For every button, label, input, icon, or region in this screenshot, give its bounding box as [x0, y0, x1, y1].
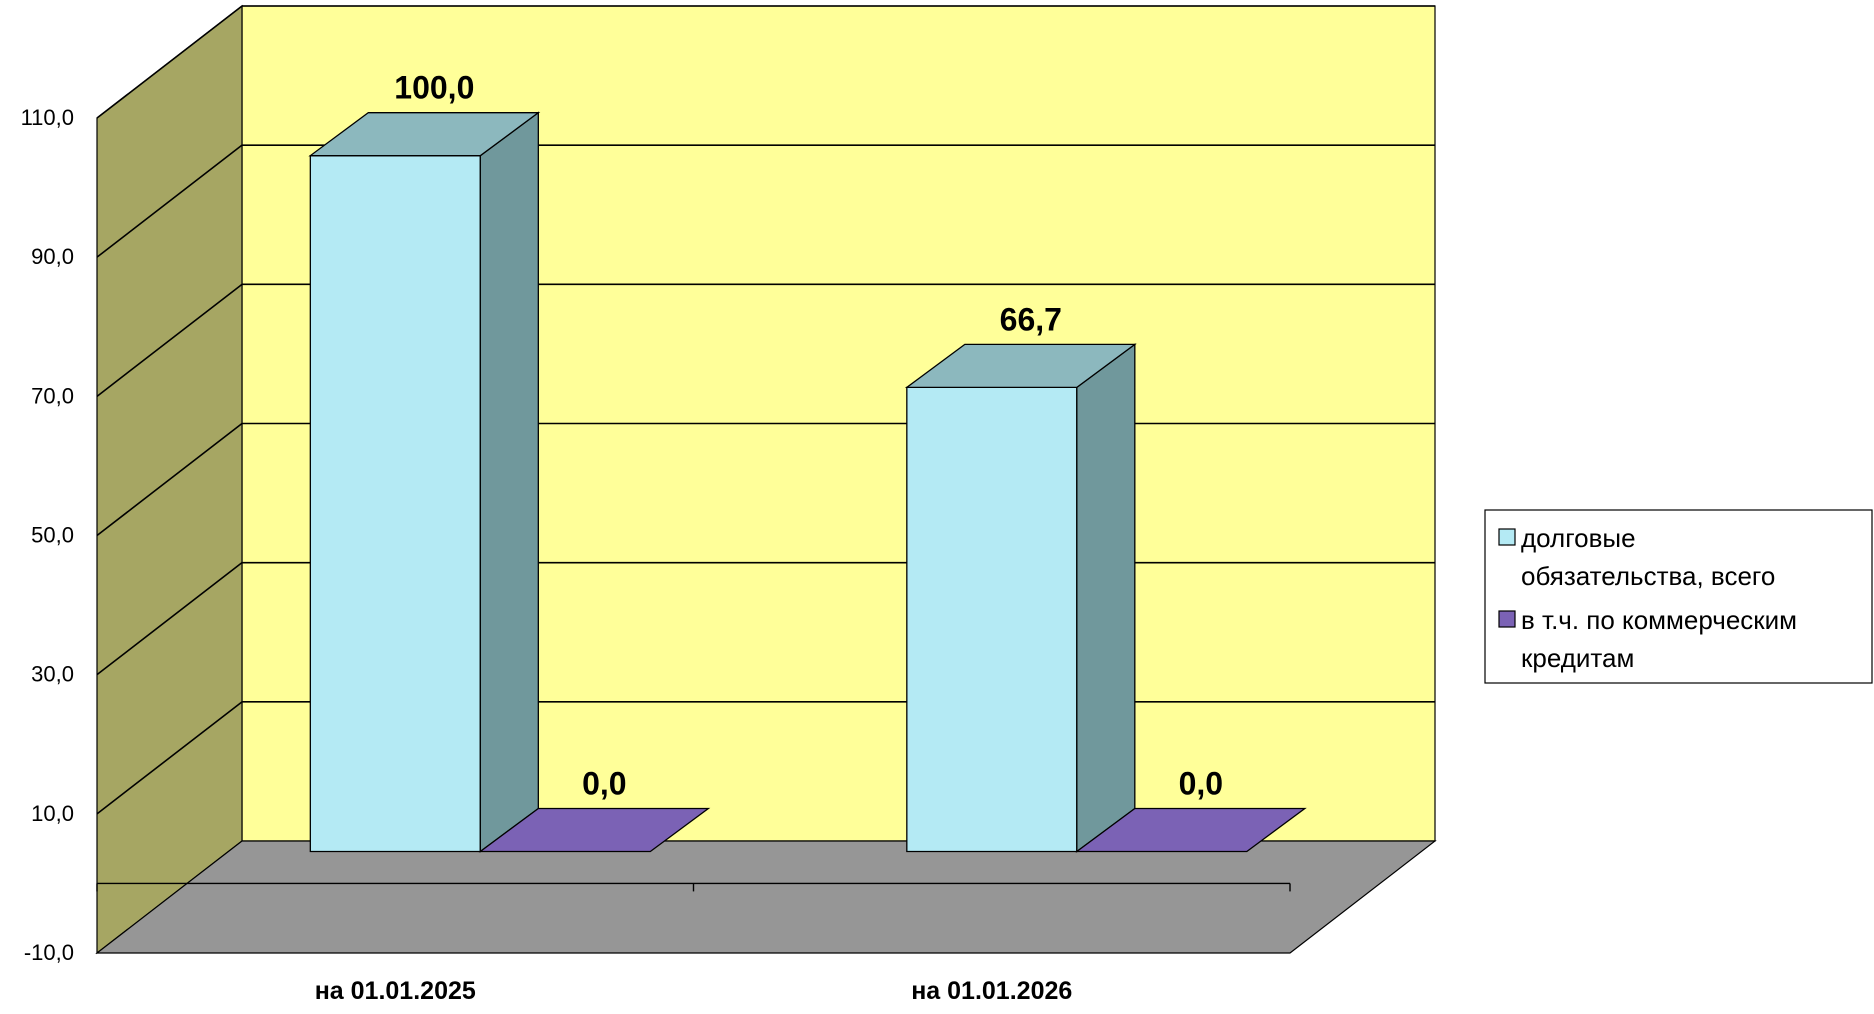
- bar-side: [1076, 343, 1136, 853]
- bar-side: [479, 111, 539, 853]
- data-label: 66,7: [1000, 301, 1062, 337]
- y-tick-label: -10,0: [24, 940, 74, 965]
- legend-box: [1484, 509, 1873, 684]
- legend-label: кредитам: [1521, 643, 1634, 673]
- bar-top: [904, 343, 1137, 389]
- y-tick-label: 10,0: [31, 801, 74, 826]
- gridline-side: [96, 701, 243, 815]
- bar-front: [309, 155, 481, 853]
- x-tick-label: на 01.01.2026: [911, 977, 1072, 1005]
- legend-label: в т.ч. по коммерческим: [1521, 605, 1797, 635]
- gridline-side: [96, 562, 243, 676]
- bar-top: [478, 807, 711, 853]
- bar-top: [308, 112, 541, 157]
- legend-label: долговые: [1521, 523, 1636, 553]
- bar-front: [906, 386, 1078, 853]
- floor: [95, 840, 1437, 954]
- legend-label: обязательства, всего: [1521, 561, 1775, 591]
- y-tick-label: 50,0: [31, 523, 74, 548]
- legend-swatch: [1498, 528, 1516, 546]
- data-label: 0,0: [1179, 765, 1223, 801]
- y-tick-label: 90,0: [31, 244, 74, 269]
- gridline-side: [96, 422, 243, 537]
- y-tick-label: 110,0: [21, 105, 74, 130]
- y-tick-label: 70,0: [31, 383, 74, 408]
- gridline-side: [96, 5, 243, 119]
- data-label: 0,0: [582, 765, 626, 801]
- gridline-side: [96, 283, 243, 397]
- legend-swatch: [1498, 610, 1516, 628]
- gridline-side: [96, 144, 243, 258]
- data-label: 100,0: [394, 70, 474, 106]
- bar-top: [1074, 807, 1307, 853]
- y-tick-label: 30,0: [31, 662, 74, 687]
- x-tick-label: на 01.01.2025: [315, 977, 476, 1005]
